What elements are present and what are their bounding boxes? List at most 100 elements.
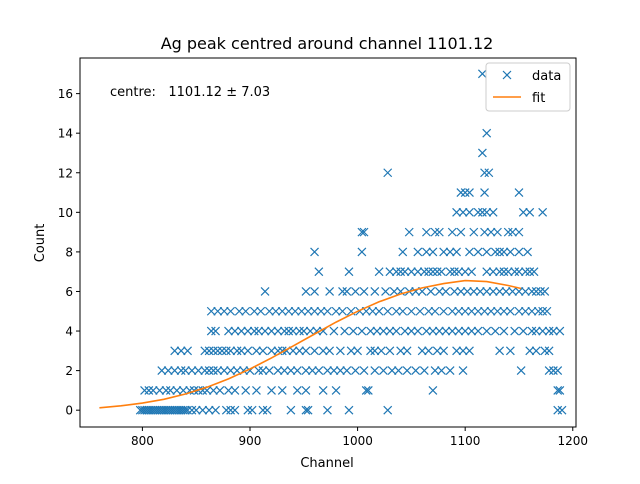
data-point xyxy=(419,366,429,376)
data-point xyxy=(400,326,410,336)
data-point xyxy=(172,385,182,395)
data-point xyxy=(499,247,509,257)
data-point xyxy=(277,385,287,395)
data-point xyxy=(292,385,302,395)
y-tick-label: 0 xyxy=(65,404,73,418)
data-point xyxy=(555,326,565,336)
data-point xyxy=(505,306,515,316)
data-point xyxy=(331,306,341,316)
data-point xyxy=(465,346,474,356)
data-point xyxy=(389,287,399,296)
data-point xyxy=(370,287,380,296)
x-tick-label: 1200 xyxy=(557,434,588,448)
data-point xyxy=(163,366,173,376)
data-point xyxy=(488,207,498,217)
data-point xyxy=(344,267,354,277)
data-point xyxy=(280,326,289,336)
data-point xyxy=(335,346,345,356)
data-point xyxy=(454,267,464,277)
data-point xyxy=(385,267,395,277)
data-point xyxy=(499,306,509,316)
data-point xyxy=(514,227,524,237)
data-point xyxy=(181,405,190,415)
data-point xyxy=(396,267,406,277)
data-point xyxy=(314,267,324,277)
data-point xyxy=(213,346,223,356)
data-point xyxy=(204,346,214,356)
data-point xyxy=(342,366,352,376)
data-point xyxy=(437,366,446,376)
data-point xyxy=(428,267,438,277)
y-tick-label: 8 xyxy=(65,245,73,259)
y-axis-ticks: 0 2 4 6 8 10 12 14 16 xyxy=(58,87,80,418)
data-point xyxy=(254,366,264,376)
data-point xyxy=(140,405,149,415)
data-point xyxy=(318,385,328,395)
data-point xyxy=(221,405,231,415)
data-point xyxy=(480,168,489,178)
data-point xyxy=(411,366,421,376)
data-point xyxy=(176,366,186,376)
x-tick-label: 800 xyxy=(131,434,154,448)
data-point xyxy=(206,306,216,316)
data-point xyxy=(441,326,451,336)
data-point xyxy=(430,366,440,376)
data-point xyxy=(254,326,264,336)
data-point xyxy=(264,306,274,316)
data-point xyxy=(297,306,307,316)
data-point xyxy=(396,346,406,356)
data-point xyxy=(172,405,182,415)
data-point xyxy=(307,366,317,376)
data-point xyxy=(495,346,505,356)
axes-frame xyxy=(79,57,577,428)
data-point xyxy=(467,326,477,336)
data-point xyxy=(518,207,528,217)
data-point xyxy=(217,346,227,356)
data-point xyxy=(439,306,449,316)
data-point xyxy=(540,287,550,296)
data-point xyxy=(208,385,218,395)
data-point xyxy=(540,346,550,356)
data-point xyxy=(314,366,324,376)
data-point xyxy=(215,385,225,395)
data-point xyxy=(447,326,457,336)
data-point xyxy=(480,306,489,316)
data-point xyxy=(394,366,403,376)
data-point xyxy=(318,346,328,356)
data-point xyxy=(140,385,149,395)
data-point xyxy=(378,366,388,376)
data-point xyxy=(193,366,203,376)
data-point xyxy=(204,366,214,376)
data-point xyxy=(178,405,188,415)
data-point xyxy=(449,267,459,277)
data-point xyxy=(499,267,509,277)
data-point xyxy=(200,346,210,356)
data-point xyxy=(465,188,474,197)
data-point xyxy=(454,326,464,336)
data-point xyxy=(473,247,483,257)
data-point xyxy=(439,346,449,356)
data-point xyxy=(553,385,563,395)
data-point xyxy=(417,346,427,356)
data-point xyxy=(170,405,180,415)
x-axis-ticks: 800 900 1000 1100 1200 xyxy=(131,427,588,448)
data-point xyxy=(374,267,384,277)
data-point xyxy=(221,346,231,356)
data-point xyxy=(243,326,253,336)
data-point xyxy=(493,227,502,237)
data-point xyxy=(460,188,470,197)
data-point xyxy=(432,267,442,277)
data-point xyxy=(542,306,552,316)
data-point xyxy=(346,346,356,356)
data-point xyxy=(383,405,393,415)
y-tick-label: 16 xyxy=(58,87,73,101)
data-point xyxy=(449,287,459,296)
data-point xyxy=(344,405,354,415)
data-point xyxy=(351,287,360,296)
data-point xyxy=(148,385,158,395)
data-point xyxy=(400,267,410,277)
data-point xyxy=(299,326,309,336)
data-point xyxy=(553,405,563,415)
